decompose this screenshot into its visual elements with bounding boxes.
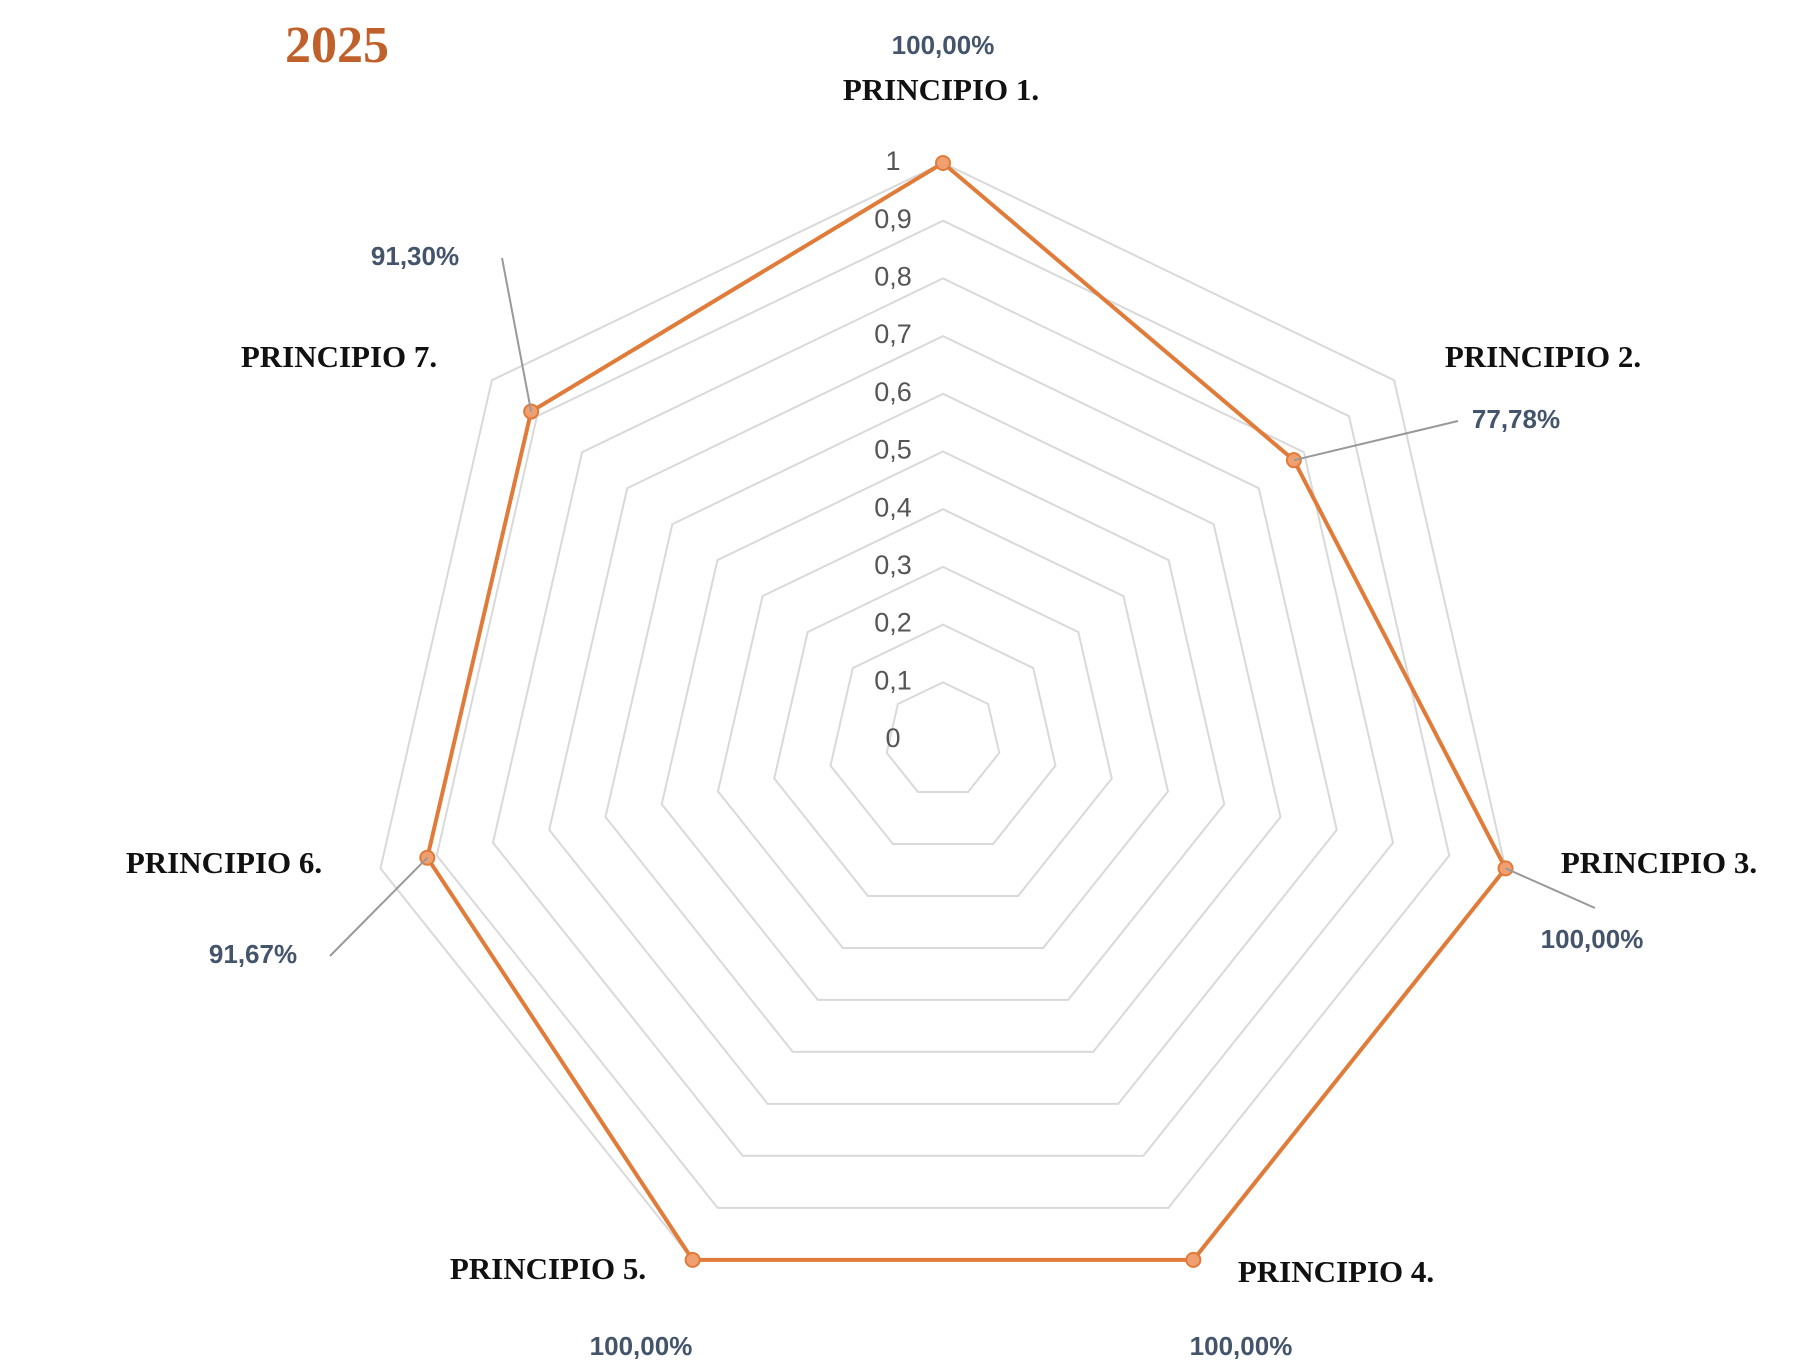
data-label: 91,67% (209, 939, 297, 969)
category-label: PRINCIPIO 1. (843, 72, 1039, 107)
r-tick-label: 1 (885, 146, 900, 176)
leader-line (501, 257, 533, 412)
grid-ring (435, 219, 1451, 1209)
category-label: PRINCIPIO 5. (450, 1251, 646, 1286)
category-label: PRINCIPIO 6. (126, 845, 322, 880)
grid-ring (604, 392, 1282, 1053)
data-label: 100,00% (892, 30, 995, 60)
r-tick-label: 0,7 (874, 319, 912, 349)
r-tick-label: 0 (885, 723, 900, 753)
data-point (684, 1251, 701, 1268)
grid-ring (829, 623, 1057, 845)
grid-ring (379, 161, 1507, 1261)
data-label: 100,00% (1541, 924, 1644, 954)
data-label: 77,78% (1472, 404, 1560, 434)
data-label: 91,30% (371, 241, 459, 271)
grid-ring (491, 277, 1395, 1157)
r-tick-label: 0,1 (874, 665, 912, 695)
grid-ring (660, 450, 1226, 1001)
data-point (935, 155, 951, 171)
r-tick-label: 0,3 (874, 550, 912, 580)
r-tick-label: 0,4 (874, 492, 912, 522)
data-label: 100,00% (1190, 1331, 1293, 1361)
leader-line (329, 856, 429, 957)
r-tick-label: 0,8 (874, 262, 912, 292)
leader-line (1505, 867, 1596, 909)
data-label: 100,00% (590, 1331, 693, 1361)
data-point (1185, 1251, 1202, 1268)
category-label: PRINCIPIO 4. (1238, 1254, 1434, 1289)
grid-ring (885, 681, 1001, 793)
category-label: PRINCIPIO 3. (1561, 845, 1757, 880)
chart-title: 2025 (285, 17, 389, 74)
series-line (425, 160, 1508, 1262)
r-tick-label: 0,9 (874, 204, 912, 234)
r-tick-label: 0,6 (874, 377, 912, 407)
grid-ring (716, 508, 1170, 949)
category-label: PRINCIPIO 7. (241, 339, 437, 374)
category-label: PRINCIPIO 2. (1445, 339, 1641, 374)
grid-ring (773, 565, 1113, 897)
r-tick-label: 0,2 (874, 608, 912, 638)
r-tick-label: 0,5 (874, 435, 912, 465)
leader-line (1293, 420, 1459, 462)
grid-ring (548, 334, 1338, 1105)
